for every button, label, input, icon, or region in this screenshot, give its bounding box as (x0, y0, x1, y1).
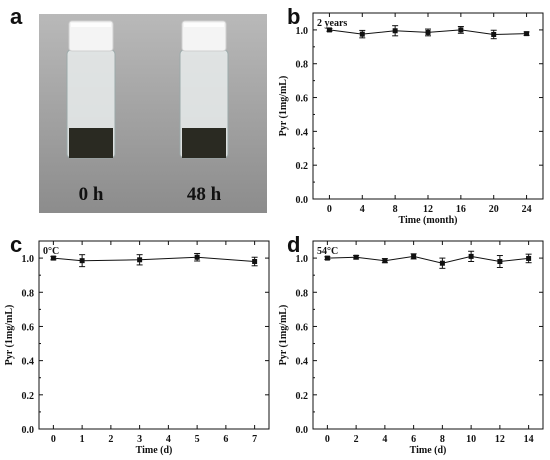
vial-liquid (182, 128, 226, 158)
x-tick-label: 2 (354, 434, 359, 445)
data-point (79, 258, 85, 264)
y-axis-label: Pyr (1mg/mL) (278, 305, 289, 366)
y-tick-label: 1.0 (22, 254, 35, 265)
chart-annotation: 2 years (317, 18, 347, 29)
panel-letter-b: b (287, 4, 300, 29)
vial-label-48h: 48 h (187, 184, 222, 205)
x-tick-label: 8 (440, 434, 445, 445)
plot-frame (312, 12, 544, 200)
data-point (194, 254, 200, 260)
data-point (411, 253, 417, 259)
vial-cap (181, 20, 227, 52)
data-point (524, 31, 530, 37)
y-axis-label: Pyr (1mg/mL) (278, 76, 289, 137)
chart-b: b 0.0 0.2 0.4 0.6 0.8 1.0 0 4 8 12 16 20 24 Time (mont… (278, 4, 544, 226)
vial-label-0h: 0 h (79, 184, 104, 205)
x-tick-label: 2 (108, 434, 113, 445)
x-axis-label: Time (month) (399, 215, 458, 226)
y-tick-label: 0.8 (296, 288, 309, 299)
panel-letter-d: d (287, 232, 300, 257)
panel-letter-a: a (10, 4, 23, 29)
x-tick-label: 8 (393, 204, 398, 215)
vial-liquid (69, 128, 113, 158)
x-tick-label: 24 (522, 204, 532, 215)
x-tick-label: 7 (252, 434, 257, 445)
x-axis-label: Time (d) (410, 445, 447, 456)
x-tick-label: 4 (166, 434, 171, 445)
y-tick-label: 0.2 (296, 391, 309, 402)
data-point (497, 259, 503, 265)
chart-c: c 0.0 0.2 0.4 0.6 0.8 1.0 0 1 2 3 4 5 6 7 Time (d) Pyr (… (4, 232, 270, 456)
y-tick-label: 0.2 (296, 161, 309, 172)
x-tick-label: 4 (360, 204, 365, 215)
data-point (353, 254, 359, 260)
vial-cap (68, 20, 114, 52)
data-point (526, 255, 532, 261)
x-axis-label: Time (d) (136, 445, 173, 456)
x-tick-label: 12 (495, 434, 505, 445)
y-tick-label: 0.2 (22, 391, 35, 402)
data-point (324, 255, 330, 261)
x-tick-label: 16 (456, 204, 466, 215)
y-tick-label: 0.6 (22, 322, 35, 333)
vial-photo: 0 h 48 h (39, 14, 267, 213)
x-tick-label: 6 (223, 434, 228, 445)
x-tick-label: 12 (423, 204, 433, 215)
vial-48h (179, 20, 229, 159)
x-tick-label: 1 (80, 434, 85, 445)
y-tick-label: 0.0 (22, 425, 35, 436)
data-point (458, 27, 464, 33)
x-tick-label: 4 (382, 434, 387, 445)
plot-frame (38, 240, 270, 430)
y-tick-label: 1.0 (296, 254, 309, 265)
y-tick-label: 1.0 (296, 26, 309, 37)
chart-annotation: 54°C (317, 246, 338, 257)
y-tick-label: 0.4 (296, 127, 309, 138)
x-tick-label: 3 (137, 434, 142, 445)
data-point (468, 253, 474, 259)
series-line (327, 255, 529, 264)
x-tick-label: 20 (489, 204, 499, 215)
y-tick-label: 0.8 (22, 288, 35, 299)
vial-0h (66, 20, 116, 159)
y-tick-label: 0.6 (296, 94, 309, 105)
x-tick-label: 10 (466, 434, 476, 445)
data-point (50, 255, 56, 261)
panel-letter-c: c (10, 232, 22, 257)
data-point (252, 259, 258, 265)
data-point (137, 257, 143, 263)
data-point (392, 28, 398, 34)
plot-frame (312, 240, 544, 430)
x-tick-label: 6 (411, 434, 416, 445)
chart-annotation: 0°C (43, 246, 59, 257)
y-tick-label: 0.4 (296, 357, 309, 368)
data-point (439, 260, 445, 266)
x-tick-label: 0 (327, 204, 332, 215)
data-point (326, 27, 332, 33)
data-point (382, 258, 388, 264)
y-tick-label: 0.0 (296, 195, 309, 206)
y-tick-label: 0.0 (296, 425, 309, 436)
y-axis-label: Pyr (1mg/mL) (4, 305, 15, 366)
y-tick-label: 0.6 (296, 322, 309, 333)
chart-d: d 0.0 0.2 0.4 0.6 0.8 1.0 0 2 4 6 8 10 12 14 Time (d) Py… (278, 232, 544, 456)
y-tick-label: 0.8 (296, 60, 309, 71)
data-point (359, 31, 365, 37)
y-tick-label: 0.4 (22, 357, 35, 368)
x-tick-label: 5 (195, 434, 200, 445)
x-tick-label: 14 (524, 434, 534, 445)
x-tick-label: 0 (325, 434, 330, 445)
data-point (425, 29, 431, 35)
data-point (491, 31, 497, 37)
x-tick-label: 0 (51, 434, 56, 445)
